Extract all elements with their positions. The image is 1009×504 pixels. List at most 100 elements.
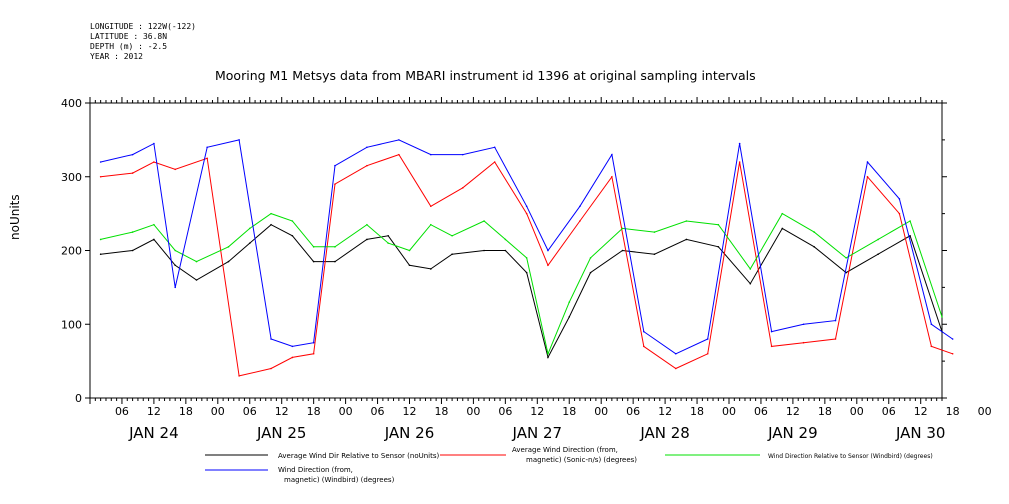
series-point-2 bbox=[749, 268, 752, 270]
series-point-1 bbox=[706, 352, 709, 355]
x-tick-label: 06 bbox=[754, 405, 768, 418]
legend-label-2: Wind Direction Relative to Sensor (Windb… bbox=[768, 453, 933, 460]
latitude-text: LATITUDE : 36.8N bbox=[90, 32, 168, 41]
series-point-1 bbox=[802, 341, 805, 344]
series-point-0 bbox=[813, 246, 815, 248]
series-point-0 bbox=[312, 260, 315, 263]
day-label: JAN 28 bbox=[639, 424, 690, 442]
series-point-1 bbox=[770, 345, 773, 348]
x-tick-label: 12 bbox=[786, 405, 800, 418]
x-tick-label: 06 bbox=[626, 405, 640, 418]
series-point-0 bbox=[248, 242, 251, 244]
series-point-2 bbox=[813, 231, 815, 233]
x-tick-label: 18 bbox=[818, 405, 832, 418]
series-point-1 bbox=[430, 205, 432, 208]
x-tick-label: 06 bbox=[115, 405, 129, 418]
series-point-2 bbox=[291, 220, 294, 222]
legend-label-3b: magnetic) (Windbird) (degrees) bbox=[284, 476, 395, 484]
series-point-2 bbox=[195, 260, 198, 263]
series-point-2 bbox=[334, 246, 336, 248]
x-tick-label: 00 bbox=[978, 405, 992, 418]
series-point-3 bbox=[674, 352, 677, 355]
series-point-1 bbox=[898, 212, 901, 215]
series-point-0 bbox=[334, 260, 336, 263]
series-point-1 bbox=[366, 164, 368, 167]
x-tick-label: 00 bbox=[850, 405, 864, 418]
x-tick-label: 06 bbox=[882, 405, 896, 418]
series-point-3 bbox=[770, 330, 773, 333]
series-line-2 bbox=[100, 212, 943, 356]
series-point-3 bbox=[131, 153, 134, 156]
series-point-2 bbox=[685, 220, 688, 222]
x-tick-label: 00 bbox=[722, 405, 736, 418]
series-point-1 bbox=[611, 175, 613, 178]
series-point-1 bbox=[334, 183, 336, 185]
series-point-3 bbox=[525, 205, 528, 208]
series-point-3 bbox=[312, 341, 315, 344]
series-point-2 bbox=[387, 242, 390, 244]
series-point-0 bbox=[227, 260, 230, 263]
series-point-3 bbox=[951, 338, 954, 340]
series-point-3 bbox=[834, 319, 837, 322]
x-tick-label: 12 bbox=[914, 405, 928, 418]
series-point-2 bbox=[248, 227, 251, 230]
series-point-2 bbox=[525, 257, 528, 259]
series-point-3 bbox=[206, 146, 208, 149]
series-point-3 bbox=[99, 161, 102, 163]
series-point-0 bbox=[749, 282, 752, 285]
series-point-2 bbox=[366, 223, 368, 226]
series-point-0 bbox=[909, 234, 911, 237]
x-tick-label: 18 bbox=[179, 405, 193, 418]
series-point-0 bbox=[153, 238, 155, 241]
x-tick-label: 12 bbox=[658, 405, 672, 418]
series-point-0 bbox=[547, 356, 549, 359]
series-point-1 bbox=[270, 367, 272, 370]
legend-label-0: Average Wind Dir Relative to Sensor (noU… bbox=[278, 452, 440, 460]
day-label: JAN 29 bbox=[767, 424, 818, 442]
series-point-3 bbox=[547, 249, 549, 252]
series-point-1 bbox=[398, 153, 400, 156]
x-tick-label: 00 bbox=[211, 405, 225, 418]
series-point-3 bbox=[270, 338, 272, 340]
series-point-0 bbox=[621, 249, 624, 252]
series-point-1 bbox=[131, 172, 134, 174]
series-point-3 bbox=[579, 205, 581, 208]
x-tick-label: 00 bbox=[339, 405, 353, 418]
series-point-3 bbox=[611, 153, 613, 156]
series-point-1 bbox=[930, 345, 933, 348]
series-point-3 bbox=[866, 161, 869, 163]
series-point-3 bbox=[898, 198, 901, 200]
series-point-0 bbox=[504, 249, 507, 252]
series-point-0 bbox=[525, 271, 528, 274]
x-tick-label: 06 bbox=[498, 405, 512, 418]
series-point-2 bbox=[483, 220, 485, 222]
series-point-2 bbox=[270, 212, 272, 215]
x-tick-label: 18 bbox=[690, 405, 704, 418]
legend-label-1b: magnetic) (Sonic-n/s) (degrees) bbox=[526, 456, 638, 464]
x-tick-label: 12 bbox=[530, 405, 544, 418]
day-label: JAN 25 bbox=[256, 424, 307, 442]
longitude-text: LONGITUDE : 122W(-122) bbox=[90, 22, 196, 31]
day-label: JAN 30 bbox=[895, 424, 946, 442]
x-tick-label: 06 bbox=[371, 405, 385, 418]
series-point-3 bbox=[238, 139, 240, 141]
series-point-1 bbox=[493, 161, 496, 163]
series-point-2 bbox=[909, 220, 911, 222]
series-point-2 bbox=[227, 246, 230, 248]
series-point-3 bbox=[430, 153, 432, 156]
series-point-0 bbox=[366, 238, 368, 241]
series-point-2 bbox=[621, 227, 624, 230]
y-tick-label: 0 bbox=[75, 392, 82, 405]
series-point-0 bbox=[99, 253, 102, 255]
x-tick-label: 12 bbox=[147, 405, 161, 418]
series-point-1 bbox=[312, 352, 315, 355]
x-tick-label: 12 bbox=[403, 405, 417, 418]
series-point-2 bbox=[504, 238, 507, 241]
series-point-1 bbox=[461, 187, 464, 189]
x-tick-label: 06 bbox=[243, 405, 257, 418]
series-point-2 bbox=[430, 223, 432, 226]
plot-frame bbox=[89, 102, 943, 399]
series-point-0 bbox=[717, 246, 720, 248]
series-point-1 bbox=[547, 264, 549, 267]
